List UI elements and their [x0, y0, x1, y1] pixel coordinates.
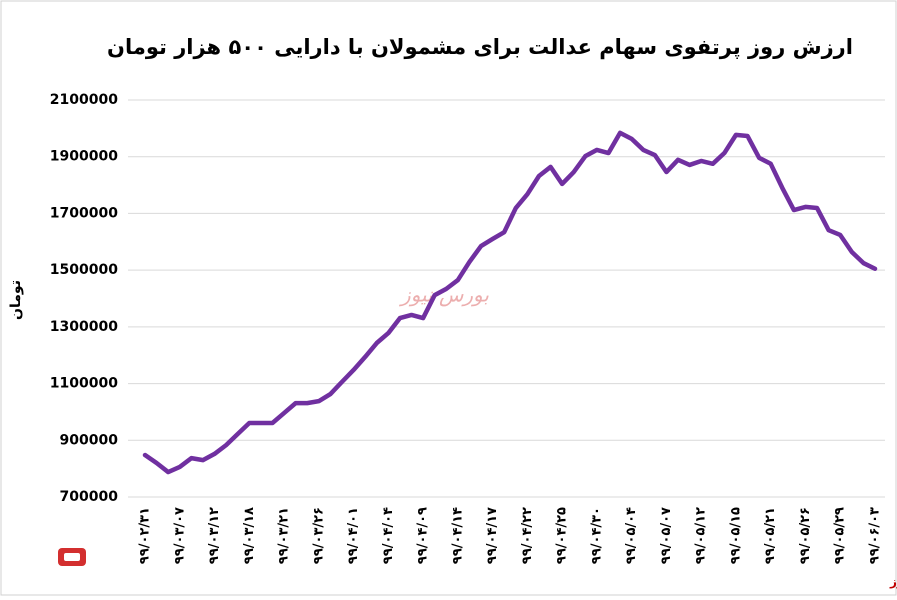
x-tick-label: ۹۹/۰۵/۱۵: [728, 507, 743, 564]
source: بورس نیوز: [889, 575, 897, 590]
x-tick-label: ۹۹/۰۴/۲۲: [520, 507, 535, 564]
x-tick-label: ۹۹/۰۵/۲۶: [798, 507, 813, 564]
data-line: [142, 130, 878, 475]
y-axis-label: تومان: [8, 280, 24, 320]
x-tick-label: ۹۹/۰۵/۰۷: [659, 507, 674, 564]
chart-title: ارزش روز پرتفوی سهام عدالت برای مشمولان …: [107, 35, 853, 59]
x-tick-label: ۹۹/۰۲/۳۱: [138, 507, 153, 564]
x-tick-label: ۹۹/۰۳/۲۶: [311, 507, 326, 564]
x-tick-label: ۹۹/۰۴/۱۴: [450, 507, 465, 564]
y-tick-label: 900000: [60, 432, 119, 448]
x-tick-label: ۹۹/۰۵/۱۲: [694, 507, 709, 564]
x-tick-label: ۹۹/۰۴/۰۹: [416, 507, 431, 564]
x-tick-label: ۹۹/۰۴/۱۷: [485, 507, 500, 564]
logo-icon-inner: [64, 553, 80, 561]
y-tick-label: 2100000: [50, 92, 118, 108]
x-tick-label: ۹۹/۰۵/۲۱: [763, 507, 778, 564]
x-tick-label: ۹۹/۰۳/۱۲: [207, 507, 222, 564]
y-tick-label: 1700000: [50, 205, 118, 221]
x-tick-label: ۹۹/۰۶/۰۳: [868, 507, 883, 564]
x-tick-label: ۹۹/۰۵/۰۴: [624, 507, 639, 564]
y-tick-label: 1100000: [50, 376, 118, 392]
logo: [58, 548, 86, 566]
x-tick-label: ۹۹/۰۳/۰۷: [172, 507, 187, 564]
y-tick-label: 1900000: [50, 149, 118, 165]
x-tick-label: ۹۹/۰۴/۰۴: [381, 507, 396, 564]
x-tick-label: ۹۹/۰۳/۲۱: [277, 507, 292, 564]
y-tick-label: 700000: [60, 489, 119, 505]
y-tick-label: 1500000: [50, 262, 118, 278]
x-tick-label: ۹۹/۰۴/۰۱: [346, 507, 361, 564]
x-tick-label: ۹۹/۰۴/۳۰: [589, 507, 604, 564]
x-tick-label: ۹۹/۰۴/۲۵: [555, 507, 570, 564]
x-tick-label: ۹۹/۰۵/۲۹: [833, 507, 848, 564]
watermark: بورس نیوز: [398, 283, 489, 307]
x-tick-label: ۹۹/۰۳/۱۸: [242, 507, 257, 564]
y-tick-label: 1300000: [50, 319, 118, 335]
